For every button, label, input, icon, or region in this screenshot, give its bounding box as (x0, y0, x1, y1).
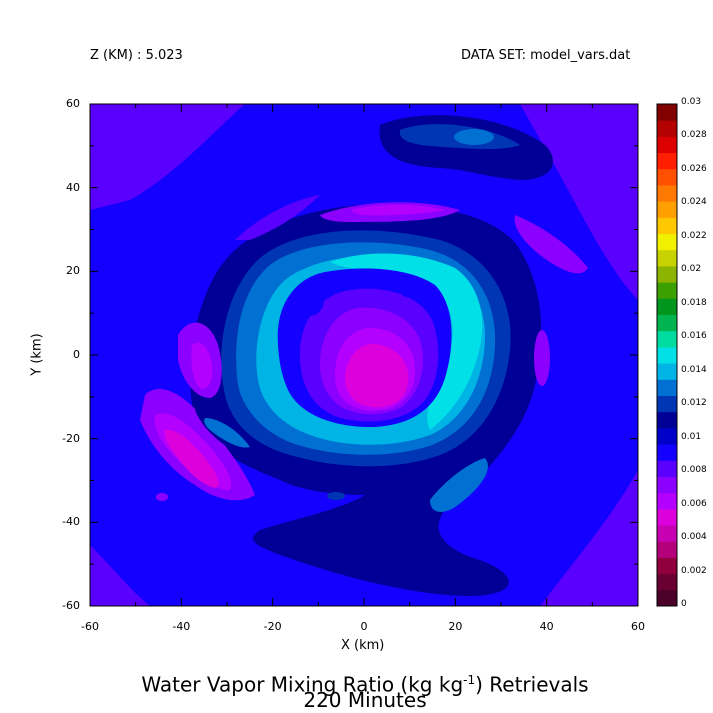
region-n-band-core (350, 204, 445, 216)
colorbar-label: 0.03 (681, 97, 702, 107)
region-inner-blob-west (296, 284, 324, 316)
region-core-pink (345, 344, 409, 408)
region-e-band (514, 215, 588, 274)
region-w-blob-core (191, 342, 213, 389)
contour-field (90, 104, 638, 606)
colorbar-label: 0.006 (681, 498, 707, 509)
colorbar-swatch (657, 168, 677, 186)
region-e-spot (534, 330, 550, 386)
colorbar-swatch (657, 573, 677, 591)
colorbar-label: 0.016 (681, 331, 707, 342)
region-inner-blob-north (400, 284, 424, 298)
colorbar-swatch (657, 314, 677, 332)
colorbar-swatch (657, 136, 677, 154)
x-tick-label: -40 (172, 620, 191, 633)
colorbar-swatch (657, 152, 677, 170)
colorbar-swatch (657, 589, 677, 607)
y-tick-label: 60 (66, 97, 80, 110)
chart-title-sup: -1 (463, 673, 476, 687)
colorbar-label: 0 (681, 599, 687, 609)
region-nw-purple (90, 104, 245, 210)
colorbar-swatch (657, 201, 677, 218)
region-sw-band-pink (164, 429, 219, 488)
z-level-label: Z (KM) : 5.023 (90, 48, 183, 63)
region-se-purple-2 (580, 520, 638, 606)
colorbar-label: 0.028 (681, 130, 707, 141)
colorbar-frame (656, 103, 678, 607)
region-n-band (235, 195, 320, 240)
region-west-blue (90, 345, 145, 470)
colorbar-swatch (657, 217, 677, 235)
x-tick-label: -20 (263, 620, 282, 633)
x-tick-label: 60 (631, 620, 645, 633)
colorbar-swatch (657, 330, 677, 348)
colorbar-swatch (657, 460, 677, 477)
colorbar-label: 0.018 (681, 297, 707, 308)
x-tick-label: 0 (360, 620, 368, 633)
y-tick-label: -40 (62, 515, 80, 529)
colorbar-swatch (657, 444, 677, 461)
colorbar-label: 0.012 (681, 398, 707, 409)
colorbar-swatch (657, 508, 677, 526)
chart-title: Water Vapor Mixing Ratio (kg kg-1) Retri… (0, 670, 713, 695)
colorbar (656, 103, 678, 607)
region-sw-spot (156, 493, 168, 501)
y-axis (90, 103, 638, 607)
y-tick-label: 0 (73, 348, 80, 361)
colorbar-swatch (657, 282, 677, 299)
colorbar-label: 0.004 (681, 532, 707, 543)
y-tick-label: 20 (66, 264, 80, 278)
colorbar-label: 0.024 (681, 197, 707, 208)
x-tick-label: -60 (81, 620, 99, 633)
y-axis-label: Y (km) (29, 333, 45, 376)
x-tick-label: 40 (539, 620, 554, 633)
colorbar-swatch (657, 120, 677, 137)
region-se-streak (430, 458, 488, 512)
colorbar-swatch (657, 233, 677, 251)
colorbar-label: 0.022 (681, 230, 707, 241)
region-s-spot (327, 492, 345, 500)
x-axis-label: X (km) (341, 638, 385, 653)
colorbar-label: 0.02 (681, 264, 702, 275)
colorbar-swatch (657, 184, 677, 202)
region-sw-purple (90, 545, 150, 606)
colorbar-swatch (657, 363, 677, 380)
colorbar-label: 0.008 (681, 465, 707, 476)
colorbar-swatch (657, 492, 677, 510)
colorbar-swatch (657, 541, 677, 558)
region-sw-streak-core (204, 418, 250, 448)
colorbar-label: 0.002 (681, 565, 707, 576)
y-tick-label: 40 (66, 180, 80, 194)
x-tick-label: 20 (448, 620, 463, 633)
region-north-spot (454, 129, 494, 145)
chart-title-pre: Water Vapor Mixing Ratio (kg kg (141, 672, 464, 697)
colorbar-swatch (657, 427, 677, 445)
colorbar-swatch (657, 525, 677, 542)
colorbar-swatch (657, 395, 677, 413)
colorbar-swatch (657, 346, 677, 364)
colorbar-label: 0.01 (681, 431, 702, 442)
region-ring-cyan-bright (330, 253, 483, 430)
colorbar-swatch (657, 557, 677, 575)
y-tick-label: -20 (62, 431, 80, 445)
colorbar-swatch (657, 104, 677, 121)
x-axis (89, 104, 639, 606)
chart-title-post: ) Retrievals (475, 672, 589, 697)
chart-subtitle: 220 Minutes (303, 688, 427, 712)
colorbar-swatch (657, 249, 677, 267)
dataset-label: DATA SET: model_vars.dat (461, 48, 631, 63)
colorbar-swatch (657, 298, 677, 316)
colorbar-swatch (657, 476, 677, 494)
colorbar-swatch (657, 411, 677, 429)
colorbar-label: 0.014 (681, 364, 707, 375)
colorbar-swatch (657, 379, 677, 396)
colorbar-label: 0.026 (681, 163, 707, 174)
y-tick-label: -60 (62, 599, 80, 612)
colorbar-swatch (657, 265, 677, 283)
